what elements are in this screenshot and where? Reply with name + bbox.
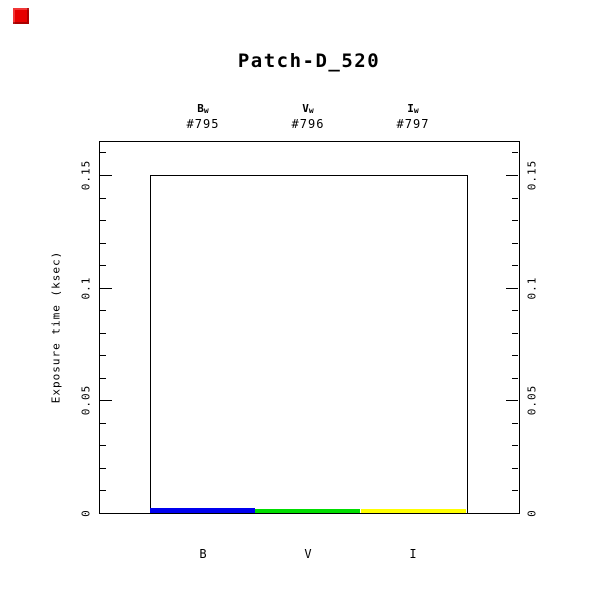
exposure-bar-V — [255, 509, 360, 513]
y-tick-major — [506, 400, 518, 402]
y-tick-minor — [512, 445, 518, 447]
y-tick-label: 0.05 — [525, 385, 539, 416]
y-tick-minor — [512, 310, 518, 312]
y-tick-label: 0.15 — [79, 159, 93, 191]
y-tick-minor — [100, 377, 106, 379]
y-tick-major — [100, 400, 112, 402]
filter-band-label: Iw — [407, 102, 419, 115]
y-tick-major — [506, 287, 518, 289]
y-tick-minor — [512, 242, 518, 244]
y-tick-minor — [512, 197, 518, 199]
planned-exposure-outline — [150, 175, 468, 514]
exposure-bar-I — [361, 509, 466, 513]
y-tick-minor — [512, 332, 518, 334]
chart-title: Patch-D_520 — [237, 50, 381, 72]
x-category-label-B: B — [199, 547, 207, 561]
y-tick-minor — [100, 332, 106, 334]
axis-frame — [99, 141, 520, 514]
x-category-label-I: I — [409, 547, 417, 561]
y-tick-minor — [512, 490, 518, 492]
filter-header-B: Bw #795 — [187, 102, 220, 131]
y-tick-major — [506, 513, 518, 514]
busy-indicator — [13, 8, 29, 24]
exposure-id-label: #797 — [396, 117, 430, 131]
y-tick-label: 0.05 — [79, 385, 93, 416]
y-tick-minor — [100, 467, 106, 469]
filter-header-V: Vw #796 — [292, 102, 325, 131]
y-tick-label: 0 — [525, 509, 539, 517]
y-tick-major — [100, 175, 112, 176]
y-tick-minor — [512, 265, 518, 267]
y-tick-minor — [100, 445, 106, 447]
filter-header-I: Iw #797 — [397, 102, 430, 131]
y-axis-title: Exposure time (ksec) — [49, 250, 63, 404]
y-tick-minor — [100, 310, 106, 312]
y-tick-minor — [512, 422, 518, 424]
filter-band-label: Bw — [197, 102, 209, 115]
y-tick-minor — [512, 220, 518, 222]
y-tick-minor — [100, 422, 106, 424]
y-tick-minor — [100, 242, 106, 244]
y-tick-minor — [512, 152, 518, 154]
y-tick-minor — [100, 152, 106, 154]
y-tick-minor — [100, 220, 106, 222]
y-tick-minor — [100, 265, 106, 267]
y-tick-major — [506, 175, 518, 176]
y-tick-minor — [100, 197, 106, 199]
x-category-label-V: V — [304, 547, 312, 561]
y-tick-major — [100, 287, 112, 289]
filter-band-label: Vw — [302, 102, 314, 115]
y-tick-label: 0.1 — [79, 276, 93, 300]
exposure-id-label: #796 — [291, 117, 325, 131]
y-tick-label: 0.1 — [525, 276, 539, 300]
exposure-bar-B — [150, 508, 255, 513]
y-tick-minor — [512, 377, 518, 379]
y-tick-label: 0 — [79, 509, 93, 517]
y-tick-label: 0.15 — [525, 159, 539, 191]
y-tick-minor — [100, 355, 106, 357]
exposure-id-label: #795 — [186, 117, 220, 131]
y-tick-minor — [512, 467, 518, 469]
y-tick-minor — [100, 490, 106, 492]
y-tick-minor — [512, 355, 518, 357]
y-tick-major — [100, 513, 112, 514]
